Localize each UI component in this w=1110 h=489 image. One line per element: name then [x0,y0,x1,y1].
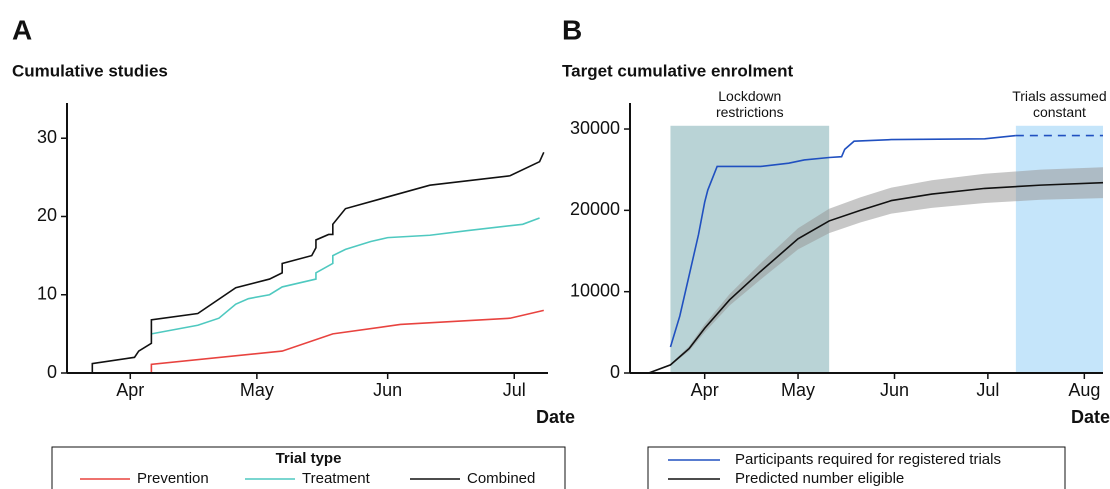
x-tick-label: May [240,380,274,400]
panel-label: B [562,14,582,45]
x-tick-label: Jun [880,380,909,400]
series-line [669,134,1016,348]
legend-label: Participants required for registered tri… [735,451,1001,468]
legend-label: Predicted number eligible [735,470,904,487]
y-tick-label: 30000 [570,118,620,138]
series-line [150,309,544,373]
x-tick-label: Aug [1068,380,1100,400]
y-tick-label: 20 [37,205,57,225]
x-axis-label: Date [536,407,575,427]
legend-title: Trial type [276,450,342,467]
legend-box [647,446,1066,489]
series-line [91,151,545,373]
y-tick-label: 20000 [570,199,620,219]
panel-title: Cumulative studies [12,61,168,80]
legend-box [51,446,566,489]
y-tick-label: 0 [610,362,620,382]
x-tick-label: Apr [691,380,719,400]
x-tick-label: Jun [373,380,402,400]
panel-title: Target cumulative enrolment [562,61,793,80]
shaded-region [1015,125,1103,373]
region-label: Trials assumed constant [1012,87,1107,120]
panel-label: A [12,14,32,45]
region-label: Lockdown restrictions [715,87,784,120]
y-tick-label: 30 [37,127,57,147]
y-tick-label: 10000 [570,280,620,300]
legend-label: Combined [467,470,535,487]
x-tick-label: Jul [976,380,999,400]
legend-label: Prevention [137,470,209,487]
y-tick-label: 10 [37,283,57,303]
x-axis-label: Date [1071,407,1110,427]
x-tick-label: Apr [116,380,144,400]
legend-label: Treatment [302,470,371,487]
y-tick-label: 0 [47,362,57,382]
shaded-region [670,125,830,373]
x-tick-label: May [781,380,815,400]
series-line [648,181,1104,374]
x-tick-label: Jul [503,380,526,400]
series-line [151,217,540,335]
confidence-band [648,167,1103,373]
